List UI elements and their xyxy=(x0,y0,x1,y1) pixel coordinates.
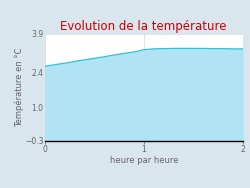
Title: Evolution de la température: Evolution de la température xyxy=(60,20,227,33)
Y-axis label: Température en °C: Température en °C xyxy=(14,48,24,127)
X-axis label: heure par heure: heure par heure xyxy=(110,155,178,164)
